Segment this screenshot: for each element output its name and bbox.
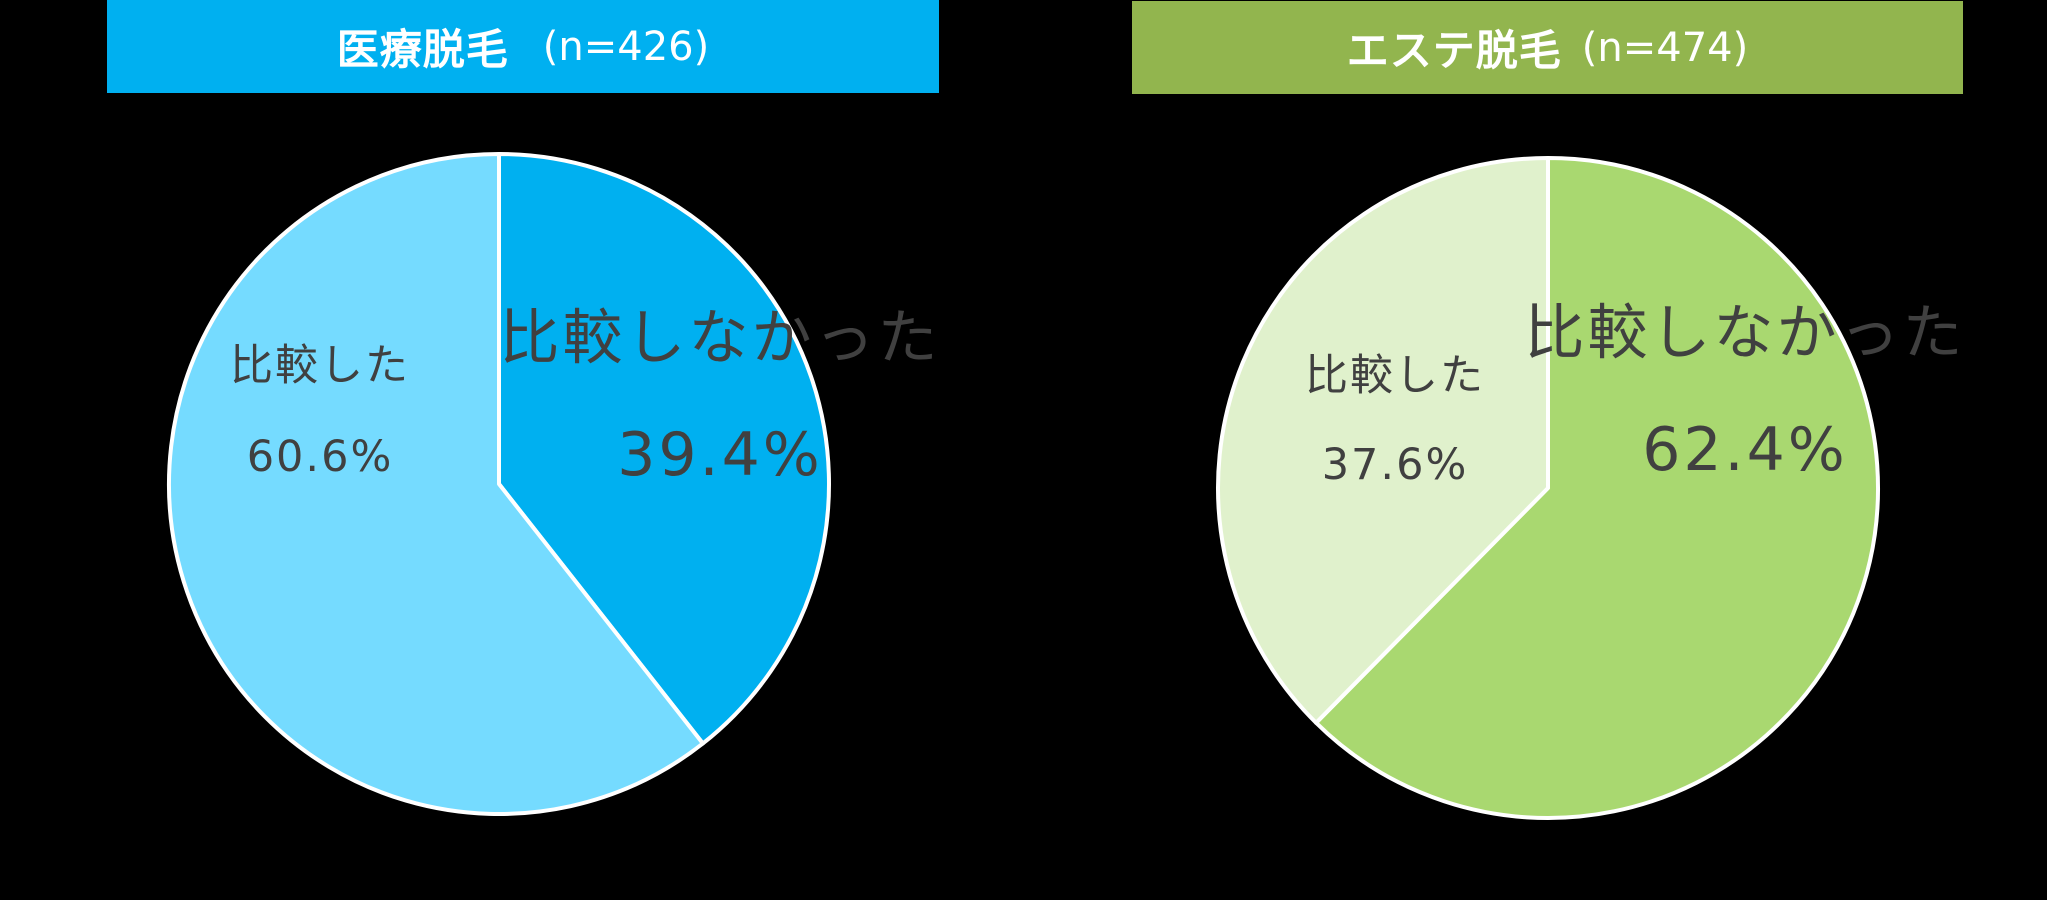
sample-size-label: (n=474): [1581, 24, 1749, 71]
pie-slice: [1314, 156, 1880, 820]
slice-label-not-compared: 比較しなかった: [1524, 298, 1966, 369]
slice-value-compared: 60.6%: [246, 432, 394, 482]
sample-size-label: (n=426): [542, 23, 710, 70]
slice-label-not-compared: 比較しなかった: [499, 303, 941, 374]
pie-slice: [1216, 156, 1550, 725]
chart-title: エステ脱毛: [1346, 26, 1562, 75]
slice-value-compared: 37.6%: [1321, 440, 1469, 490]
slice-label-compared: 比較した: [230, 341, 410, 391]
pie-slice: [497, 152, 831, 746]
chart-header-esthetic: エステ脱毛 (n=474): [1132, 1, 1963, 94]
chart-header-medical: 医療脱毛 (n=426): [107, 0, 939, 93]
chart-title: 医療脱毛: [336, 25, 509, 74]
slice-value-not-compared: 62.4%: [1642, 415, 1848, 485]
slice-label-compared: 比較した: [1305, 351, 1485, 401]
slice-value-not-compared: 39.4%: [617, 420, 823, 490]
pie-chart-medical: [167, 152, 831, 816]
pie-slice: [167, 152, 705, 816]
pie-chart-esthetic: [1216, 156, 1880, 820]
